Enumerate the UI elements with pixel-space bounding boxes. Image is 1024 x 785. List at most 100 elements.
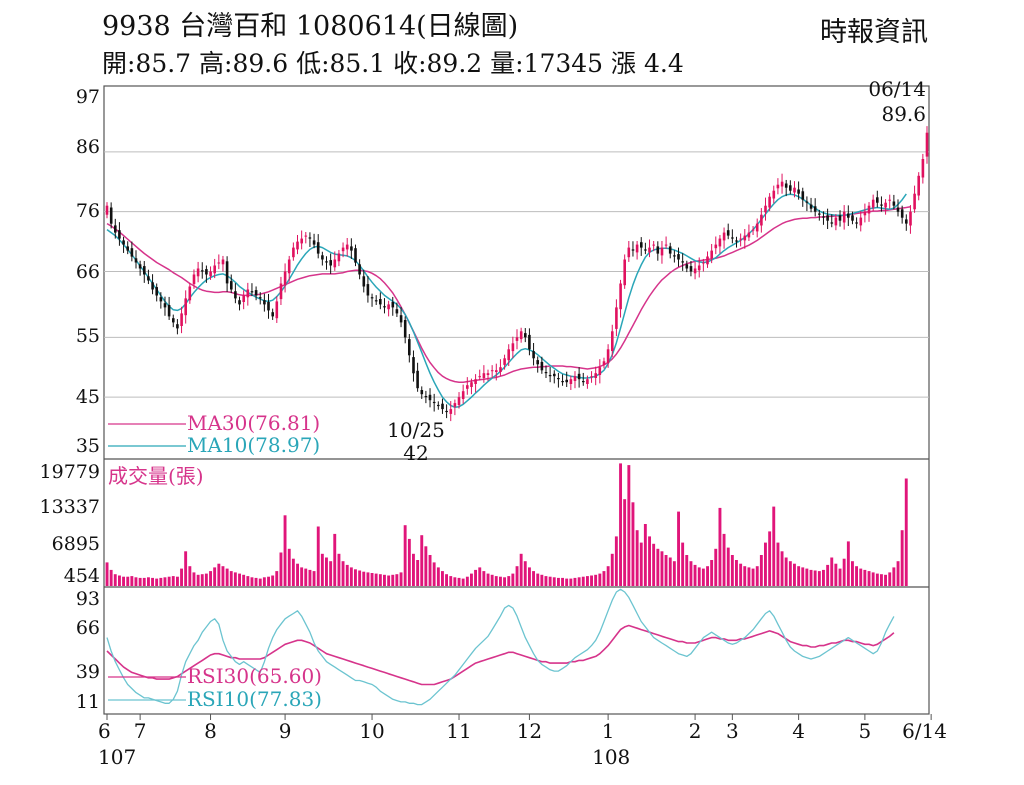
- candle: [312, 233, 316, 249]
- candle-body: [772, 190, 776, 199]
- candle: [358, 259, 361, 280]
- candle: [818, 209, 821, 221]
- candle-body: [776, 184, 780, 189]
- candle: [561, 374, 564, 386]
- candle-body: [648, 247, 651, 253]
- volume-bar: [859, 568, 863, 586]
- candle-body: [871, 199, 875, 208]
- candle-body: [797, 189, 800, 194]
- volume-bar: [851, 561, 854, 586]
- candle: [333, 251, 337, 271]
- candle-body: [644, 249, 647, 251]
- candle: [180, 306, 183, 334]
- candle-body: [693, 268, 697, 274]
- candle: [743, 229, 747, 249]
- volume-bar: [834, 563, 838, 586]
- candle-body: [515, 337, 519, 341]
- candlestick-series: [105, 126, 929, 422]
- volume-bar: [768, 531, 772, 586]
- candle: [726, 223, 730, 240]
- volume-bar: [677, 511, 680, 586]
- volume-bar: [374, 573, 378, 586]
- candle-body: [569, 379, 573, 384]
- candle-body: [764, 205, 767, 213]
- candle: [718, 234, 722, 254]
- volume-bar: [784, 557, 788, 586]
- volume-bar: [855, 566, 858, 586]
- candle: [267, 293, 270, 319]
- candle: [768, 193, 771, 212]
- volume-bar: [428, 555, 432, 586]
- volume-bar: [159, 577, 163, 586]
- candle: [176, 319, 179, 335]
- candle-body: [258, 297, 262, 299]
- candle: [478, 369, 481, 381]
- candle-body: [130, 248, 134, 257]
- candle-body: [540, 361, 544, 371]
- volume-bar: [714, 548, 718, 586]
- candle-body: [726, 230, 730, 236]
- candle-body: [279, 283, 283, 300]
- candle-body: [424, 396, 428, 398]
- volume-bar: [167, 576, 171, 586]
- candle-body: [702, 262, 705, 264]
- volume-bar: [412, 553, 415, 586]
- candle: [453, 399, 457, 416]
- candle-body: [217, 262, 221, 264]
- candle: [143, 261, 146, 283]
- volume-tick-label: 6895: [52, 533, 100, 555]
- candle: [201, 262, 204, 279]
- candle: [172, 314, 175, 328]
- rsi-tick-label: 11: [76, 691, 100, 713]
- candle: [896, 199, 900, 217]
- volume-bar: [176, 576, 179, 586]
- candle-body: [495, 370, 498, 372]
- x-tick-label: 7: [134, 719, 147, 743]
- candle: [420, 386, 424, 399]
- candle: [631, 241, 635, 257]
- volume-bar: [118, 575, 121, 586]
- candle-body: [296, 241, 299, 250]
- candle: [830, 214, 834, 228]
- candle: [246, 282, 250, 306]
- candle: [321, 251, 324, 266]
- volume-bar: [122, 576, 125, 586]
- volume-bar: [817, 571, 821, 586]
- candle: [905, 214, 908, 231]
- candle-body: [341, 247, 345, 252]
- candle: [441, 398, 444, 414]
- candle-body: [333, 259, 337, 268]
- rsi10-series: [106, 588, 895, 706]
- candle: [225, 256, 229, 292]
- candle: [205, 265, 208, 283]
- candle-body: [246, 289, 250, 298]
- volume-bar: [507, 576, 511, 586]
- candle: [304, 232, 308, 244]
- candle-body: [114, 225, 117, 233]
- candle: [888, 194, 891, 209]
- candle-body: [536, 360, 539, 365]
- candle-body: [888, 199, 891, 201]
- candle-body: [105, 205, 109, 215]
- volume-bar: [300, 567, 304, 586]
- candle: [714, 236, 718, 255]
- candle-body: [892, 201, 896, 206]
- candle-body: [809, 204, 813, 209]
- candle: [105, 202, 109, 219]
- candle: [192, 269, 196, 289]
- candle-body: [780, 181, 784, 187]
- volume-bar: [275, 571, 279, 586]
- candle: [710, 243, 713, 264]
- candle-body: [250, 291, 254, 293]
- candle: [913, 185, 916, 213]
- candle-body: [308, 237, 312, 239]
- candle-body: [457, 397, 461, 405]
- candle: [863, 203, 867, 223]
- candle: [689, 261, 693, 277]
- candle-body: [697, 265, 701, 271]
- candle: [234, 283, 237, 304]
- candle: [917, 172, 920, 201]
- candle-body: [263, 300, 266, 305]
- candle: [354, 244, 357, 267]
- rsi-tick-label: 93: [76, 588, 100, 610]
